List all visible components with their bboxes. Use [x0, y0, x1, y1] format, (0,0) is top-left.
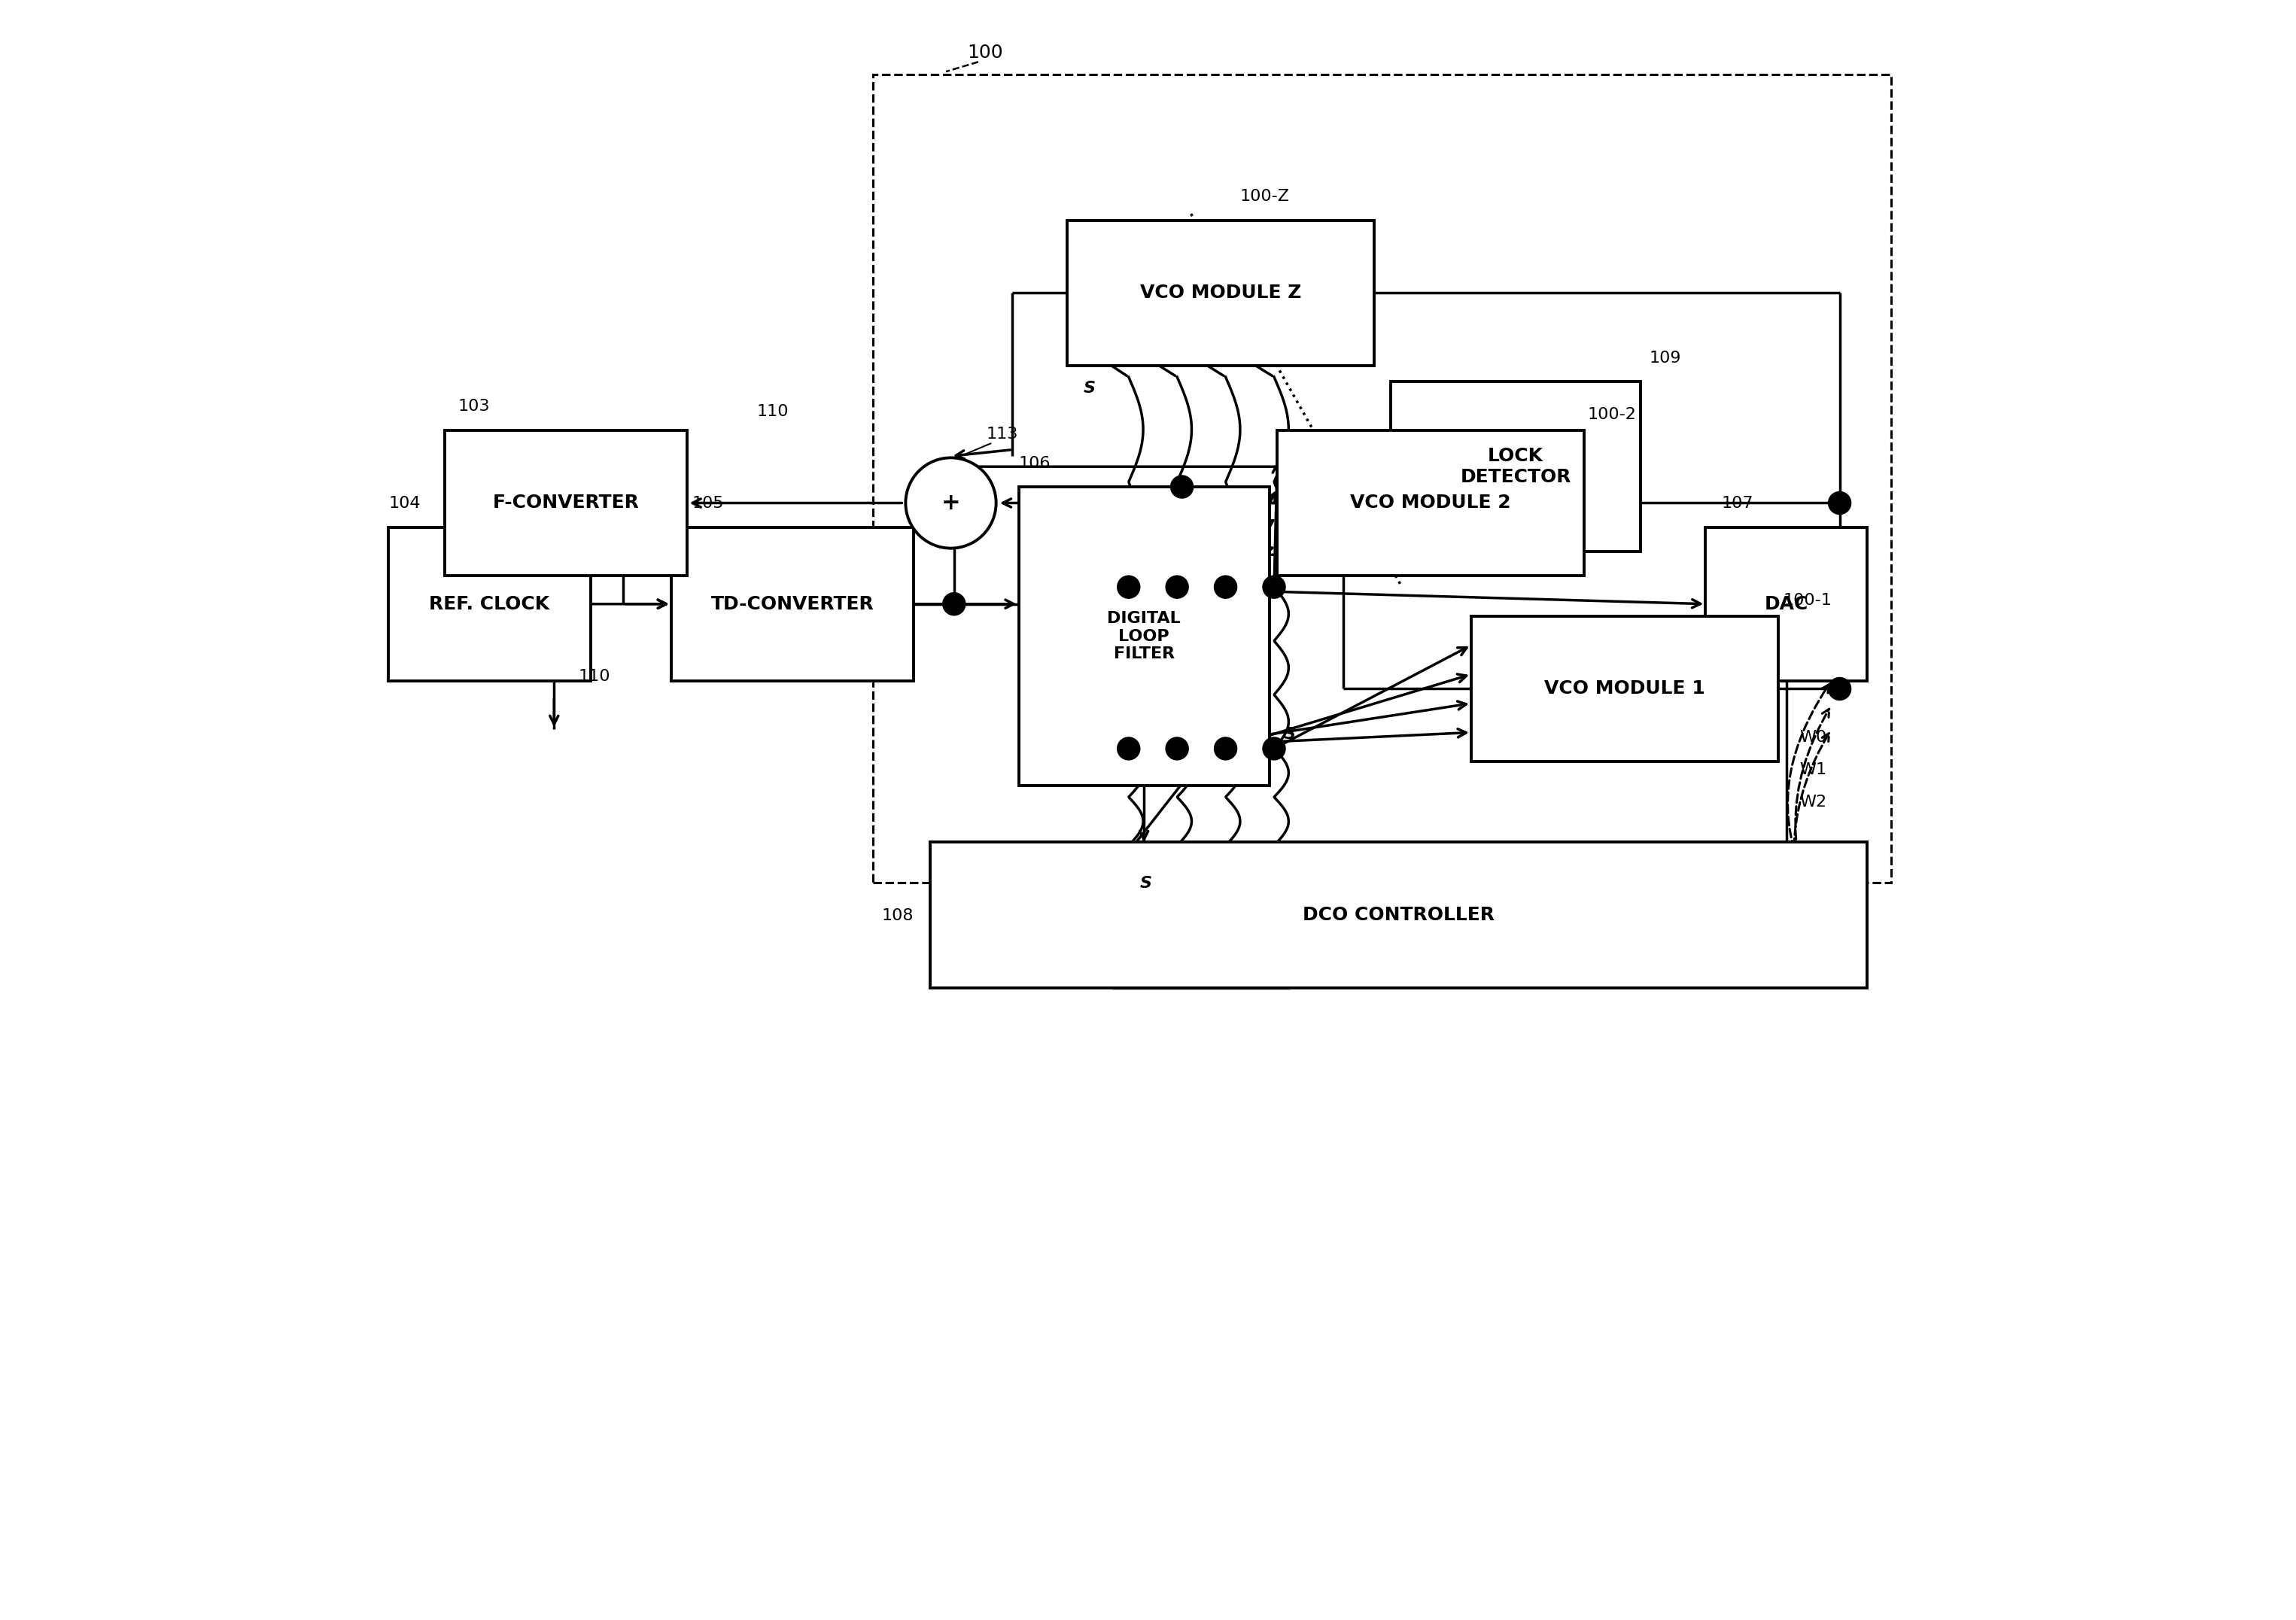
FancyBboxPatch shape	[1019, 488, 1270, 786]
Text: S: S	[1084, 381, 1095, 397]
Text: 113: 113	[987, 426, 1019, 442]
Text: REF. CLOCK: REF. CLOCK	[429, 595, 549, 612]
Text: W1: W1	[1800, 763, 1825, 778]
Text: 103: 103	[457, 399, 489, 415]
Text: 100-2: 100-2	[1587, 407, 1637, 423]
FancyBboxPatch shape	[1277, 431, 1584, 575]
Text: S: S	[1283, 727, 1295, 742]
Circle shape	[1263, 737, 1286, 760]
Circle shape	[1215, 737, 1238, 760]
Text: 108: 108	[882, 909, 914, 923]
Circle shape	[1118, 575, 1139, 598]
Text: DAC: DAC	[1763, 595, 1809, 612]
Text: 105: 105	[693, 496, 723, 510]
Text: LOCK
DETECTOR: LOCK DETECTOR	[1460, 447, 1570, 486]
Circle shape	[1828, 677, 1851, 700]
Text: VCO MODULE Z: VCO MODULE Z	[1141, 284, 1302, 301]
Circle shape	[1166, 575, 1189, 598]
Text: F-CONVERTER: F-CONVERTER	[494, 494, 641, 512]
FancyBboxPatch shape	[670, 526, 914, 680]
FancyBboxPatch shape	[1472, 616, 1779, 761]
Circle shape	[1215, 575, 1238, 598]
FancyBboxPatch shape	[1068, 220, 1375, 366]
Text: VCO MODULE 2: VCO MODULE 2	[1350, 494, 1511, 512]
Text: 104: 104	[388, 496, 420, 510]
Text: S: S	[1127, 582, 1139, 596]
Text: 109: 109	[1649, 350, 1681, 366]
Circle shape	[1263, 575, 1286, 598]
FancyBboxPatch shape	[445, 431, 687, 575]
Circle shape	[905, 458, 996, 548]
Text: 110: 110	[579, 669, 611, 684]
Text: +: +	[941, 492, 960, 514]
Text: 110: 110	[758, 403, 790, 420]
Text: 106: 106	[1019, 455, 1052, 471]
Text: TD-CONVERTER: TD-CONVERTER	[712, 595, 875, 612]
Text: 100-Z: 100-Z	[1240, 190, 1290, 204]
Text: 100: 100	[967, 44, 1003, 62]
Text: DCO CONTROLLER: DCO CONTROLLER	[1302, 906, 1495, 923]
Text: 107: 107	[1722, 496, 1754, 510]
Circle shape	[1171, 476, 1194, 497]
Text: W2: W2	[1800, 795, 1825, 810]
FancyBboxPatch shape	[1706, 526, 1867, 680]
FancyBboxPatch shape	[930, 842, 1867, 988]
FancyBboxPatch shape	[388, 526, 590, 680]
Text: S: S	[1139, 875, 1153, 891]
Circle shape	[944, 593, 964, 616]
Circle shape	[1166, 737, 1189, 760]
Text: W0: W0	[1800, 731, 1828, 745]
Text: DIGITAL
LOOP
FILTER: DIGITAL LOOP FILTER	[1107, 611, 1180, 661]
Circle shape	[1118, 737, 1139, 760]
Text: VCO MODULE 1: VCO MODULE 1	[1545, 680, 1706, 698]
Text: 100-1: 100-1	[1784, 593, 1832, 608]
FancyBboxPatch shape	[1391, 382, 1642, 551]
Circle shape	[1828, 492, 1851, 514]
